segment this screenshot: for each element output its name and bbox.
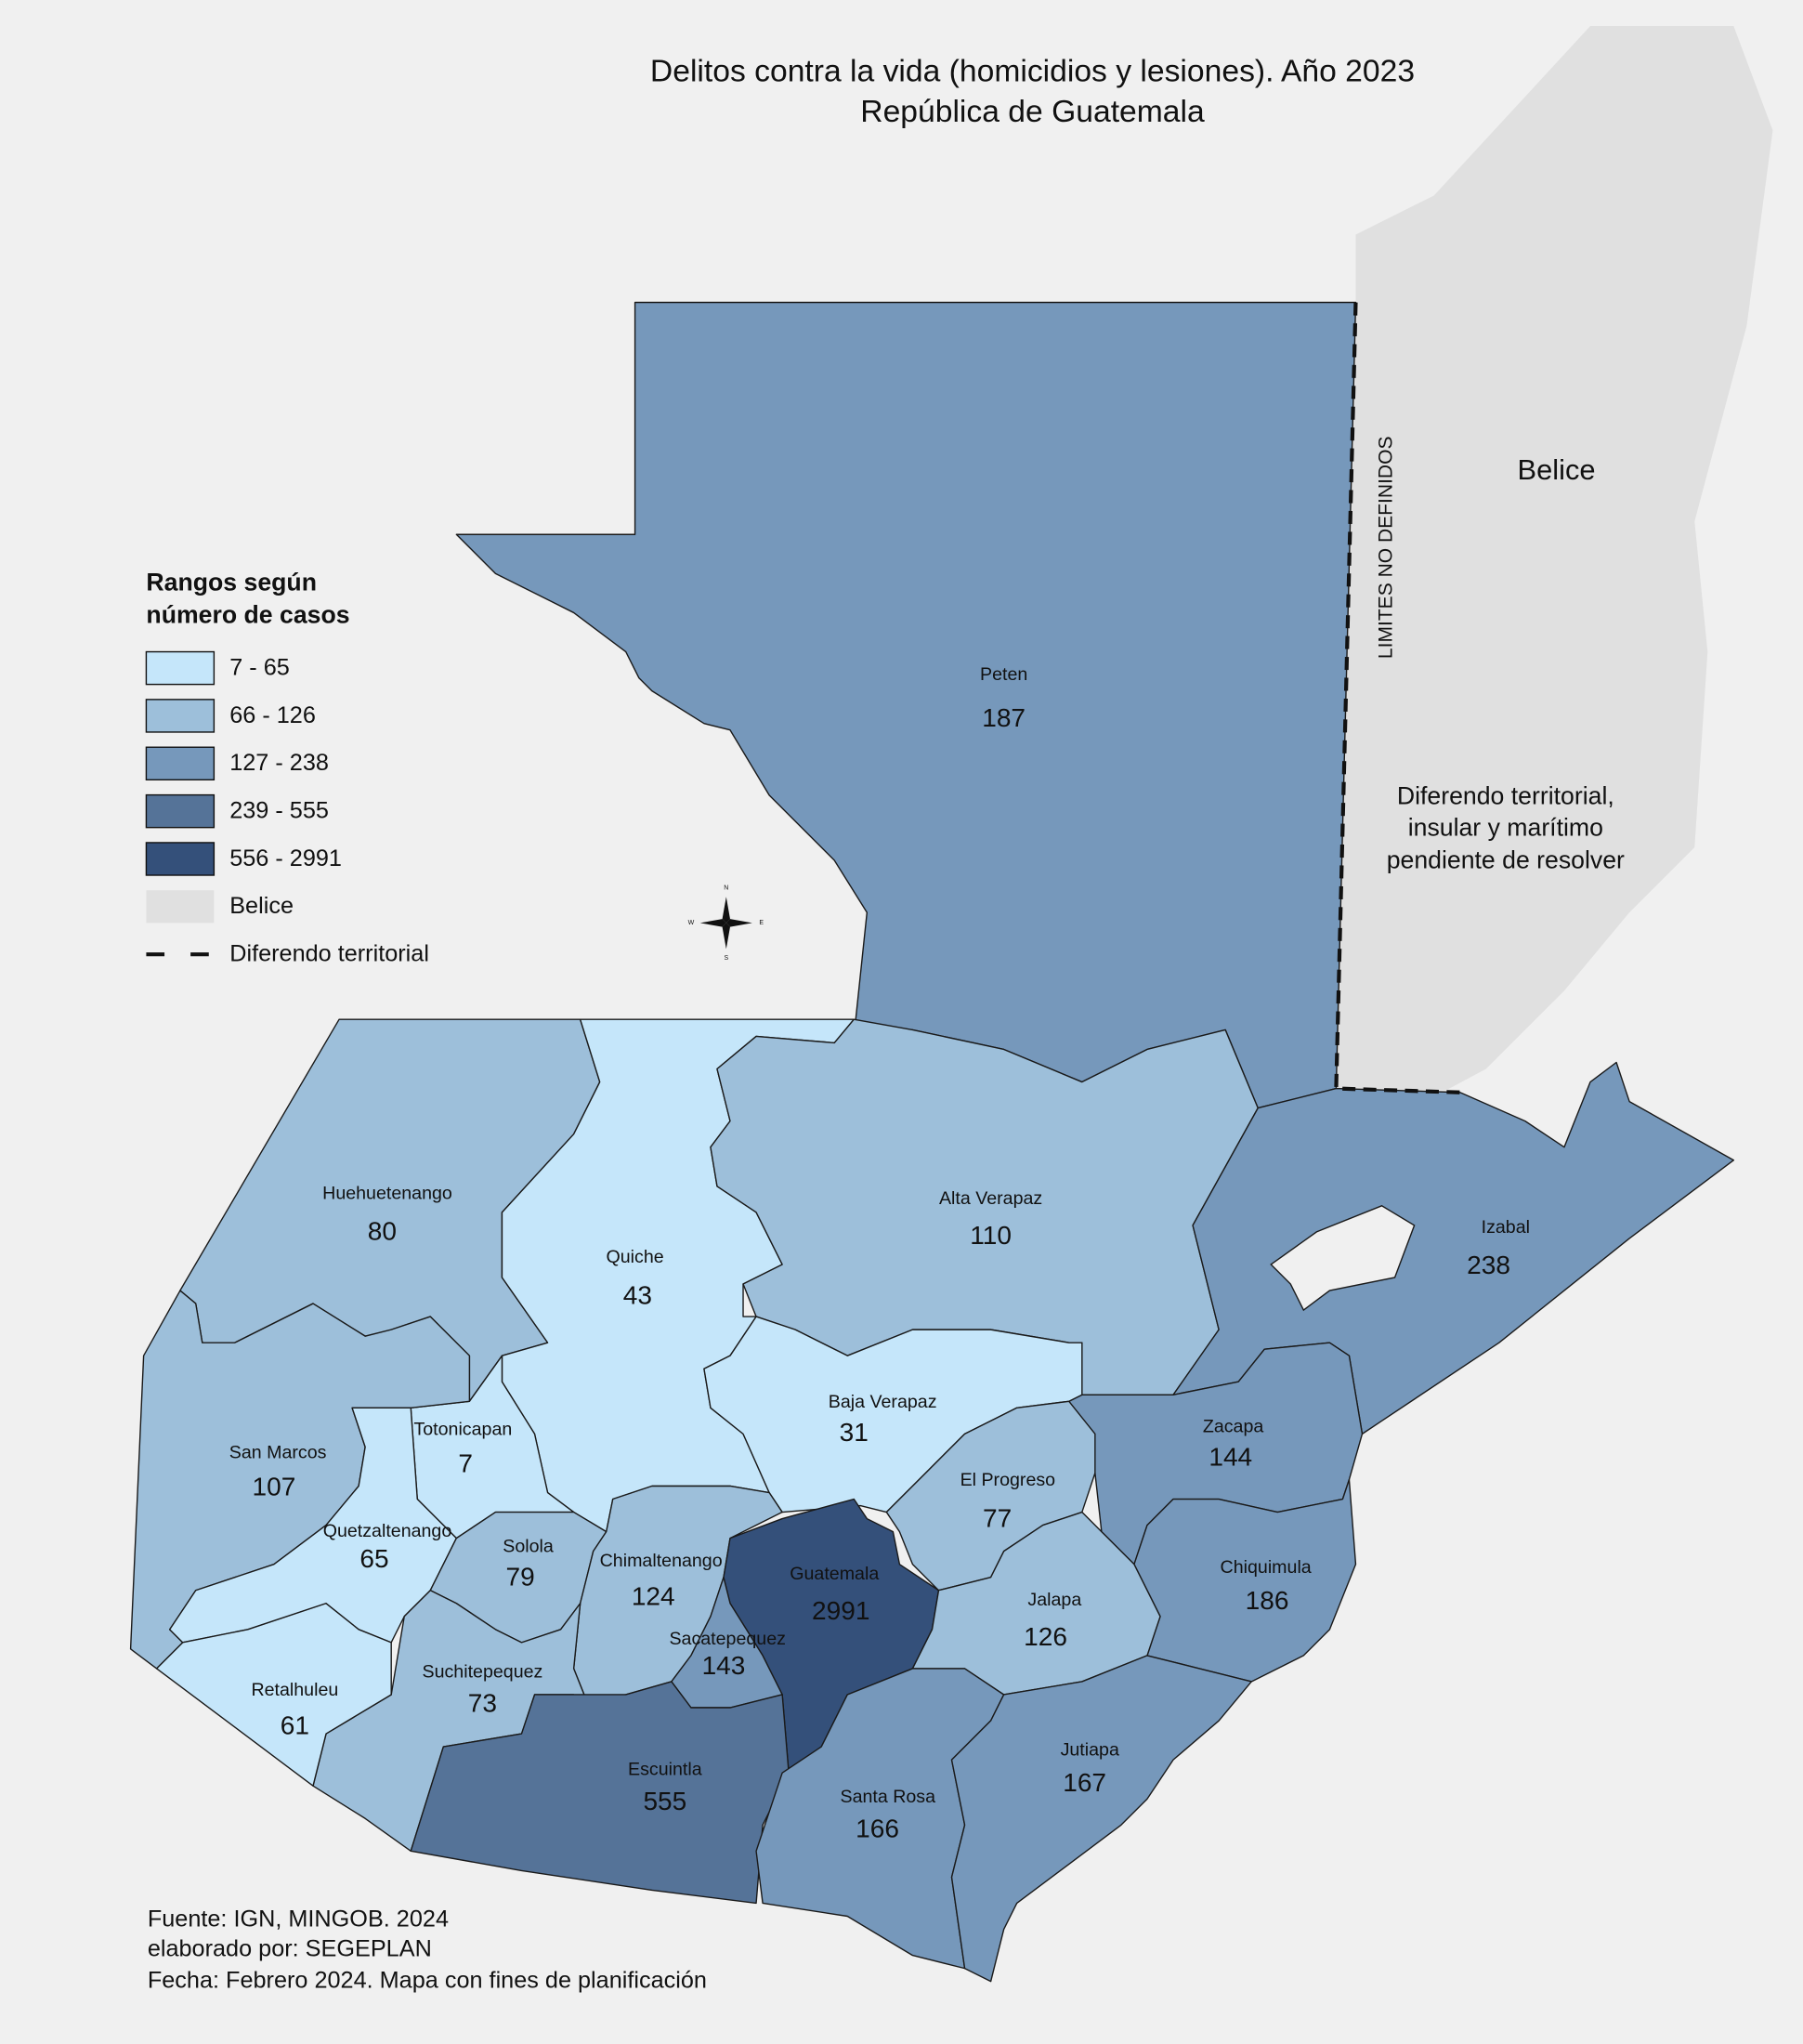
department-name: Peten (980, 664, 1027, 685)
department-name: Huehuetenango (322, 1183, 452, 1203)
compass-label: W (688, 920, 695, 926)
department-value: 166 (856, 1814, 899, 1842)
department-name: Jutiapa (1061, 1739, 1119, 1760)
lake (1270, 1205, 1416, 1312)
legend-label: 7 - 65 (229, 654, 290, 680)
department-name: Zacapa (1203, 1417, 1264, 1437)
legend-title: Rangos según (146, 569, 317, 596)
boundary-note: LIMITES NO DEFINIDOS (1376, 437, 1397, 660)
source-line: elaborado por: SEGEPLAN (148, 1936, 432, 1962)
legend-label: Belice (229, 893, 294, 919)
dispute-note: pendiente de resolver (1387, 845, 1625, 873)
department-name: Sacatepequez (669, 1629, 785, 1649)
department-name: Baja Verapaz (829, 1392, 937, 1412)
department-value: 186 (1246, 1586, 1289, 1615)
department (155, 1603, 392, 1787)
legend-swatch (145, 842, 216, 876)
compass-label: S (724, 955, 728, 962)
legend-label: 66 - 126 (229, 702, 316, 728)
department-value: 107 (253, 1473, 296, 1501)
dispute-note: Diferendo territorial, (1397, 782, 1614, 810)
dispute-line (1334, 302, 1460, 1094)
department-name: Chimaltenango (600, 1551, 723, 1571)
legend-swatch (146, 890, 215, 924)
source-line: Fecha: Febrero 2024. Mapa con fines de p… (148, 1967, 707, 1993)
legend-title: número de casos (146, 601, 349, 629)
department-name: Quetzaltenango (323, 1521, 452, 1541)
dispute-note: insular y marítimo (1408, 813, 1603, 841)
map-subtitle: República de Guatemala (860, 95, 1205, 129)
department-value: 238 (1467, 1251, 1510, 1279)
department-name: Guatemala (790, 1564, 879, 1584)
belice-area (1336, 26, 1773, 1090)
legend-swatch (145, 793, 216, 829)
department-value: 77 (983, 1503, 1012, 1532)
department-value: 73 (468, 1689, 497, 1718)
legend-swatch (145, 650, 216, 686)
legend-label: 556 - 2991 (229, 845, 342, 871)
department-value: 555 (643, 1787, 686, 1815)
compass-label: N (724, 884, 728, 891)
legend-label: 239 - 555 (229, 797, 329, 823)
department-value: 61 (281, 1710, 309, 1739)
department-name: Retalhuleu (251, 1680, 338, 1700)
labels: Peten 187 Huehuetenango 80 Quiche 43 Alta Vera… (229, 664, 1530, 1842)
legend-swatch (145, 746, 216, 781)
department-value: 143 (702, 1651, 746, 1680)
legend-label: Diferendo territorial (229, 941, 429, 967)
department-value: 7 (458, 1448, 473, 1477)
compass-label: E (759, 920, 764, 926)
department-name: Jalapa (1027, 1590, 1081, 1610)
department-value: 126 (1024, 1622, 1067, 1651)
department-name: Solola (503, 1537, 554, 1557)
department-name: El Progreso (960, 1470, 1056, 1490)
regions (129, 26, 1773, 1983)
compass-rose: N E S W (688, 884, 764, 962)
department-value: 79 (506, 1563, 535, 1592)
department-name: Totonicapan (413, 1419, 512, 1439)
department-value: 144 (1209, 1442, 1252, 1471)
department-value: 167 (1063, 1768, 1106, 1797)
department-name: San Marcos (229, 1443, 327, 1463)
legend-swatch (145, 699, 216, 733)
department-value: 124 (632, 1582, 675, 1611)
department-name: Escuintla (628, 1760, 702, 1780)
department-value: 187 (982, 703, 1026, 732)
department-value: 80 (368, 1217, 397, 1246)
department (950, 1655, 1252, 1983)
department-name: Quiche (606, 1247, 663, 1267)
department-name: Suchitepequez (422, 1661, 542, 1682)
belice-label: Belice (1518, 453, 1596, 486)
department-value: 110 (970, 1221, 1012, 1250)
department-value: 65 (359, 1544, 388, 1573)
source-line: Fuente: IGN, MINGOB. 2024 (148, 1906, 449, 1932)
department-value: 2991 (812, 1596, 869, 1625)
department-name: Alta Verapaz (939, 1188, 1042, 1209)
department-name: Santa Rosa (840, 1787, 935, 1807)
map-title: Delitos contra la vida (homicidios y les… (650, 54, 1415, 88)
department-value: 31 (840, 1418, 869, 1447)
legend: 7 - 65 66 - 126 127 - 238 239 - 555 556 - 29… (145, 650, 429, 967)
department-name: Izabal (1482, 1217, 1530, 1238)
department-name: Chiquimula (1221, 1557, 1312, 1578)
legend-label: 127 - 238 (229, 750, 329, 776)
department-value: 43 (623, 1280, 652, 1309)
department (410, 1681, 790, 1905)
